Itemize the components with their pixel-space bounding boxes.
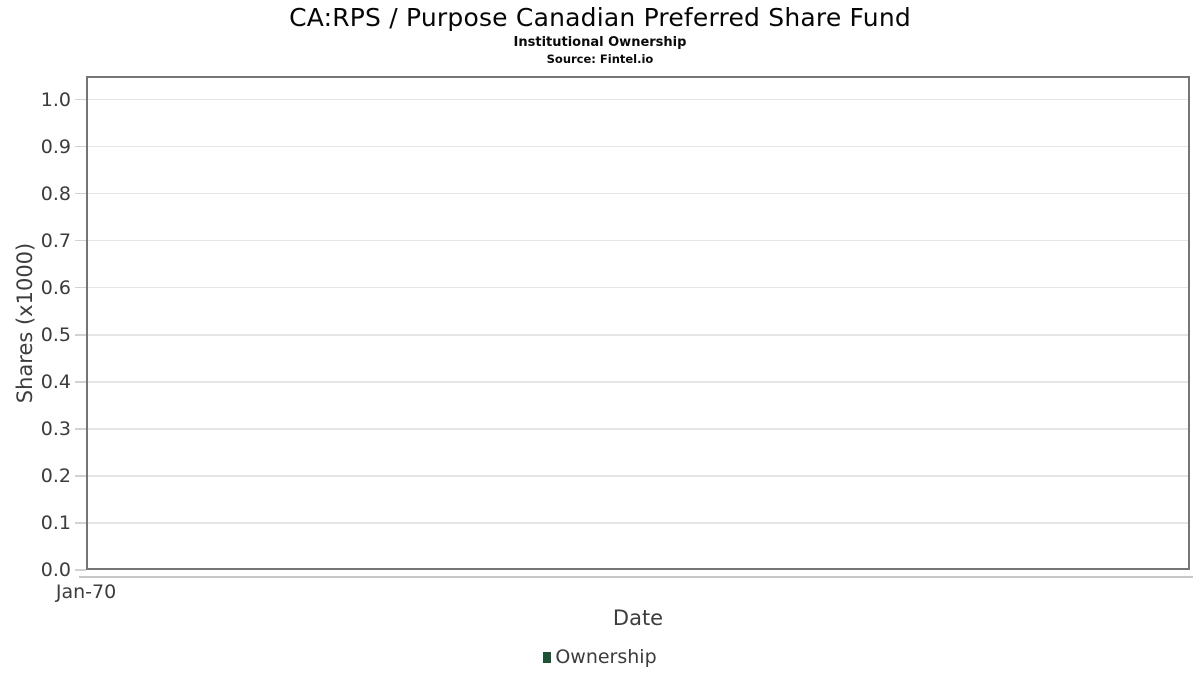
y-tick-label: 0.5 — [40, 323, 71, 346]
gridline — [88, 428, 1188, 430]
y-tick-mark — [75, 239, 86, 242]
chart-title: CA:RPS / Purpose Canadian Preferred Shar… — [289, 3, 911, 32]
chart-subtitle: Institutional Ownership — [513, 35, 687, 50]
plot-area — [86, 76, 1190, 570]
gridline — [88, 192, 1188, 195]
x-axis-line — [79, 576, 1193, 578]
y-tick-label: 1.0 — [40, 88, 71, 111]
y-tick-mark — [75, 381, 86, 383]
gridline — [88, 286, 1188, 289]
y-tick-label: 0.3 — [40, 417, 71, 440]
legend-label: Ownership — [555, 646, 657, 668]
gridline — [88, 475, 1188, 477]
x-axis-title: Date — [612, 606, 664, 630]
legend-swatch-icon — [543, 652, 552, 663]
y-tick-label: 0.8 — [40, 182, 71, 205]
gridline — [88, 98, 1188, 101]
y-tick-mark — [75, 145, 86, 148]
y-tick-label: 0.6 — [40, 276, 71, 299]
y-tick-mark — [75, 522, 86, 524]
chart-source-credit: Source: Fintel.io — [546, 52, 654, 66]
gridline — [88, 522, 1188, 524]
y-tick-mark — [75, 286, 86, 289]
y-axis: 0.0 0.1 0.2 0.3 0.4 0.5 0.6 0.7 0.8 0.9 1.0 — [0, 76, 86, 581]
y-tick-mark — [75, 569, 86, 571]
y-tick-mark — [75, 192, 86, 195]
y-tick-label: 0.9 — [40, 135, 71, 158]
gridline — [88, 239, 1188, 242]
y-tick-label: 0.2 — [40, 464, 71, 487]
legend-item-ownership[interactable]: Ownership — [543, 646, 657, 668]
gridline — [88, 145, 1188, 148]
y-tick-mark — [75, 334, 86, 336]
y-tick-label: 0.1 — [40, 511, 71, 534]
y-tick-label: 0.0 — [40, 559, 71, 581]
gridline — [88, 334, 1188, 336]
x-tick-label: Jan-70 — [55, 581, 117, 603]
y-tick-mark — [75, 98, 86, 101]
legend: Ownership — [0, 645, 1200, 669]
y-tick-label: 0.4 — [40, 370, 71, 393]
gridline — [88, 381, 1188, 383]
y-tick-mark — [75, 428, 86, 430]
y-tick-label: 0.7 — [40, 229, 71, 252]
y-tick-mark — [75, 475, 86, 477]
